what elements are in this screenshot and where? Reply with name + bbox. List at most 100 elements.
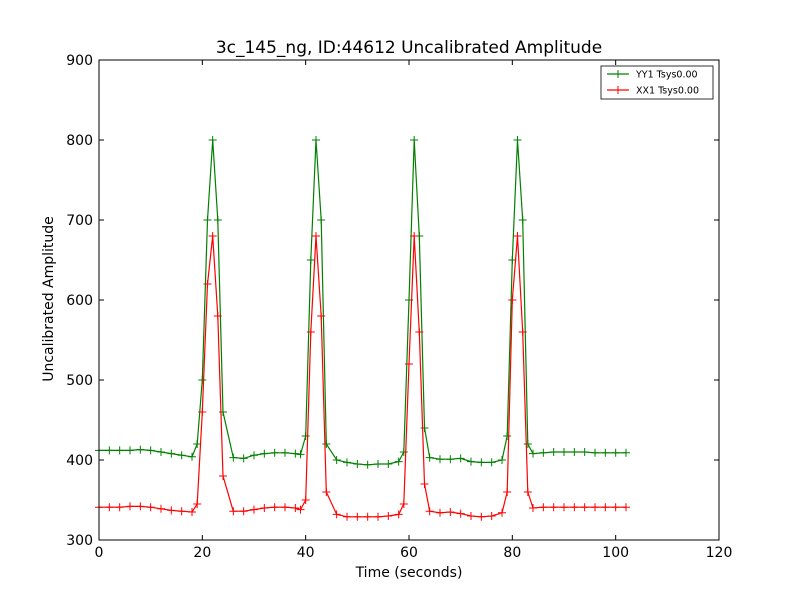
data-point-marker	[363, 460, 372, 469]
data-point-marker	[317, 216, 326, 224]
data-point-marker	[405, 360, 413, 368]
y-tick-label: 800	[66, 133, 93, 149]
data-point-marker	[239, 454, 248, 463]
data-point-marker	[167, 506, 176, 515]
data-point-marker	[306, 256, 315, 264]
y-tick-label: 300	[66, 533, 93, 549]
data-point-marker	[498, 508, 506, 517]
x-tick-label: 60	[400, 545, 418, 561]
data-point-marker	[611, 448, 620, 457]
data-point-marker	[601, 448, 610, 457]
data-point-marker	[193, 440, 202, 448]
data-point-marker	[353, 460, 362, 468]
data-point-marker	[126, 502, 134, 511]
data-point-marker	[415, 328, 424, 336]
data-point-marker	[384, 460, 393, 468]
data-point-marker	[177, 507, 186, 516]
legend: YY1 Tsys0.00 XX1 Tsys0.00	[600, 65, 714, 100]
series-xx1	[95, 232, 630, 521]
data-point-marker	[487, 512, 496, 520]
data-point-marker	[498, 456, 506, 464]
data-point-marker	[523, 440, 532, 448]
data-point-marker	[394, 457, 403, 466]
data-point-marker	[250, 451, 258, 460]
data-point-marker	[425, 453, 434, 462]
data-point-marker	[126, 446, 134, 455]
data-point-marker	[523, 488, 532, 496]
x-tick-label: 0	[95, 545, 104, 561]
data-point-marker	[177, 451, 186, 460]
data-point-marker	[281, 503, 289, 512]
data-point-marker	[394, 510, 403, 519]
y-tick-label: 500	[66, 373, 93, 389]
data-point-marker	[198, 376, 207, 384]
data-point-marker	[503, 432, 512, 440]
data-point-marker	[136, 445, 145, 454]
data-point-marker	[425, 507, 434, 516]
data-point-marker	[312, 232, 320, 240]
data-point-marker	[529, 504, 537, 512]
data-point-marker	[105, 503, 114, 512]
data-point-marker	[203, 216, 212, 224]
x-tick-label: 20	[193, 545, 211, 561]
data-point-marker	[529, 449, 537, 458]
y-tick-label: 700	[66, 213, 93, 229]
data-point-marker	[580, 503, 589, 512]
data-point-marker	[317, 312, 326, 320]
data-point-marker	[343, 512, 351, 521]
data-point-marker	[229, 453, 238, 462]
data-point-marker	[193, 500, 202, 508]
data-point-marker	[260, 449, 269, 458]
data-point-marker	[188, 452, 196, 461]
legend-label: XX1 Tsys0.00	[636, 86, 699, 97]
y-axis-label: Uncalibrated Amplitude	[41, 216, 57, 382]
data-point-marker	[503, 488, 512, 496]
data-point-marker	[296, 505, 305, 514]
data-point-marker	[456, 509, 465, 518]
data-point-marker	[456, 454, 465, 463]
legend-marker-swatch	[614, 70, 622, 78]
legend-entry: XX1 Tsys0.00	[607, 86, 699, 97]
data-point-marker	[213, 312, 222, 320]
x-tick-label: 40	[297, 545, 315, 561]
data-point-marker	[115, 503, 124, 512]
data-point-marker	[560, 448, 568, 456]
data-point-marker	[399, 500, 408, 508]
data-point-marker	[332, 510, 341, 519]
plot-frame	[98, 59, 720, 541]
data-point-marker	[467, 457, 475, 466]
data-point-marker	[420, 480, 429, 488]
data-point-marker	[580, 448, 589, 456]
plot-series	[95, 136, 630, 521]
data-point-marker	[270, 448, 279, 457]
data-point-marker	[312, 136, 320, 144]
data-point-marker	[136, 502, 145, 511]
axis-ticks: 0 20 40 60 80 100 120 300 400 500 600 700 800 900	[66, 53, 732, 561]
data-point-marker	[591, 448, 599, 457]
y-tick-label: 400	[66, 453, 93, 469]
data-point-marker	[270, 503, 279, 512]
data-point-marker	[157, 504, 165, 513]
x-tick-label: 120	[706, 545, 733, 561]
data-point-marker	[518, 328, 527, 336]
y-tick-label: 600	[66, 293, 93, 309]
data-point-marker	[622, 503, 630, 512]
data-point-marker	[446, 455, 455, 464]
data-point-marker	[611, 503, 620, 512]
data-point-marker	[410, 232, 419, 240]
data-point-marker	[322, 488, 331, 496]
data-point-marker	[513, 136, 522, 144]
data-point-marker	[487, 458, 496, 467]
data-point-marker	[157, 448, 165, 456]
data-point-marker	[374, 460, 382, 468]
data-point-marker	[306, 328, 315, 336]
legend-label: YY1 Tsys0.00	[635, 70, 698, 81]
data-point-marker	[570, 448, 579, 456]
data-point-marker	[539, 503, 548, 512]
data-point-marker	[260, 504, 269, 512]
legend-box	[600, 65, 714, 100]
data-point-marker	[436, 508, 444, 517]
data-point-marker	[188, 508, 196, 516]
